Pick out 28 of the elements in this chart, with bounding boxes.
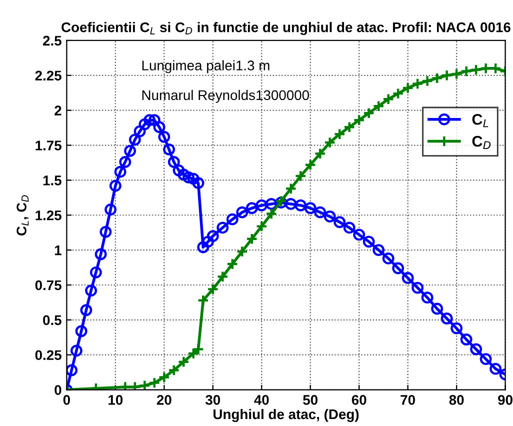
y-tick-label: 1.5 (43, 176, 62, 186)
y-tick-label: 0 (54, 385, 62, 395)
chart-title: Coeficientii C$_{L}$ si C$_{D}$ in functie de unghiul de atac. Profil: NACA 0016 (62, 22, 510, 36)
y-tick-label: 2.25 (35, 70, 62, 81)
x-tick-label: 40 (254, 395, 269, 405)
y-tick-label: 2.5 (43, 36, 62, 46)
annotation: Lungimea palei1.3 m (142, 60, 270, 74)
y-tick-label: 0.75 (35, 280, 62, 290)
x-axis-title: Unghiul de atac, (Deg) (214, 408, 359, 422)
x-tick-label: 50 (303, 395, 318, 405)
legend-label: C$_{L}$ (472, 114, 488, 128)
y-tick-label: 1.25 (36, 210, 62, 220)
y-tick-label: 0.5 (43, 315, 62, 326)
x-tick-label: 30 (205, 395, 220, 405)
y-tick-label: 2 (54, 106, 62, 116)
x-tick-label: 60 (352, 395, 366, 405)
y-tick-label: 0.25 (35, 350, 62, 360)
x-tick-label: 80 (449, 395, 464, 405)
y-tick-label: 1.75 (36, 140, 62, 150)
x-tick-label: 10 (108, 395, 123, 405)
y-tick-label: 1 (54, 246, 62, 256)
x-tick-label: 70 (400, 395, 415, 405)
x-tick-label: 90 (498, 395, 512, 405)
x-tick-label: 0 (63, 395, 70, 405)
legend-label: C$_{D}$ (472, 136, 491, 150)
annotation: Numarul Reynolds1300000 (142, 90, 310, 103)
y-axis-title: C$_{L}$, C$_{D}$ (16, 195, 29, 236)
x-tick-label: 20 (156, 395, 172, 405)
